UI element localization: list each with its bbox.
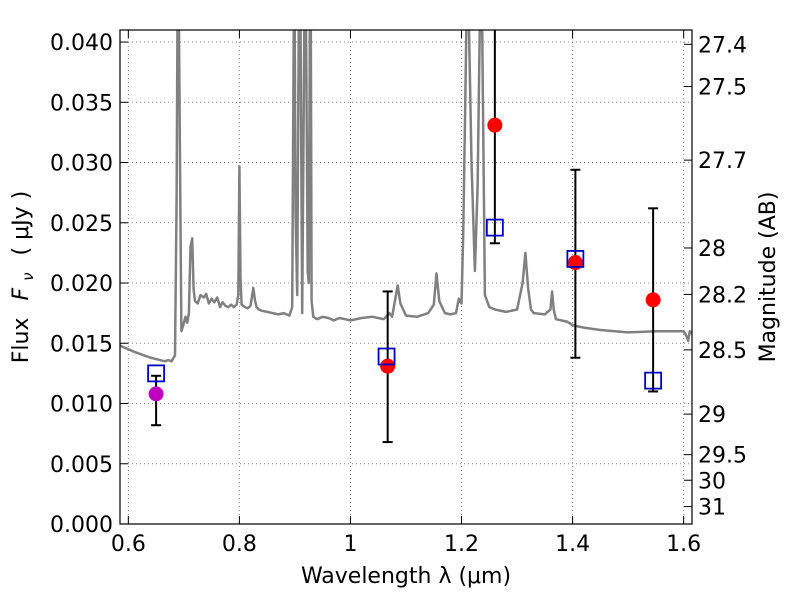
model-square xyxy=(147,364,165,383)
y-axis-label-symbol: F xyxy=(9,287,34,300)
x-tick-label: 0.8 xyxy=(222,532,257,557)
y-tick-label: 0.020 xyxy=(50,272,113,297)
data-point xyxy=(380,358,396,374)
right-tick-label: 30 xyxy=(698,469,726,494)
model-square xyxy=(644,371,663,390)
x-tick-label: 1 xyxy=(343,532,357,557)
x-tick-label: 0.6 xyxy=(111,532,146,557)
model-spectrum-line xyxy=(120,30,692,363)
error-bars xyxy=(151,30,659,444)
data-point xyxy=(645,292,661,308)
y-axis-label-prefix: Flux xyxy=(9,317,34,363)
y-tick-label: 0.000 xyxy=(50,513,113,538)
model-square xyxy=(566,250,585,268)
y-axis-label-units: ( μJy ) xyxy=(9,191,34,256)
y-tick-label: 0.005 xyxy=(50,453,113,478)
right-tick-label: 31 xyxy=(698,496,726,521)
data-point xyxy=(148,386,164,402)
x-tick-label: 1.6 xyxy=(666,532,701,557)
right-tick-label: 29.5 xyxy=(698,444,747,469)
right-tick-label: 29 xyxy=(698,403,726,428)
model-square xyxy=(485,218,504,237)
right-tick-label: 28 xyxy=(698,237,726,262)
x-tick-label: 1.2 xyxy=(444,532,479,557)
y-tick-label: 0.010 xyxy=(50,393,113,418)
x-tick-labels: 0.6 0.8 1 1.2 1.4 1.6 xyxy=(111,532,701,557)
y-tick-label: 0.015 xyxy=(50,332,113,357)
x-tick-label: 1.4 xyxy=(555,532,590,557)
axis-ticks xyxy=(120,30,692,525)
model-square xyxy=(377,347,396,366)
plot-area xyxy=(120,30,692,444)
right-tick-label: 28.5 xyxy=(698,339,747,364)
y-tick-label: 0.025 xyxy=(50,212,113,237)
y-tick-label: 0.030 xyxy=(50,152,113,177)
plot-frame xyxy=(119,29,693,525)
y-tick-label: 0.040 xyxy=(50,31,113,56)
right-tick-label: 27.7 xyxy=(698,149,747,174)
data-point xyxy=(487,117,503,133)
y-tick-labels: 0.000 0.005 0.010 0.015 0.020 0.025 0.030 0.035… xyxy=(50,31,113,538)
y-axis-label-subscript: ν xyxy=(19,272,37,280)
right-tick-label: 28.2 xyxy=(698,283,747,308)
y-tick-label: 0.035 xyxy=(50,91,113,116)
right-tick-label: 27.4 xyxy=(698,33,747,58)
right-tick-label: 27.5 xyxy=(698,76,747,101)
x-axis-label: Wavelength λ (μm) xyxy=(301,564,511,589)
right-axis-label: Magnitude (AB) xyxy=(756,192,781,363)
grid-lines xyxy=(120,30,692,525)
y-axis-label: Flux F ν ( μJy ) xyxy=(9,191,39,363)
model-flux-squares xyxy=(147,218,663,390)
